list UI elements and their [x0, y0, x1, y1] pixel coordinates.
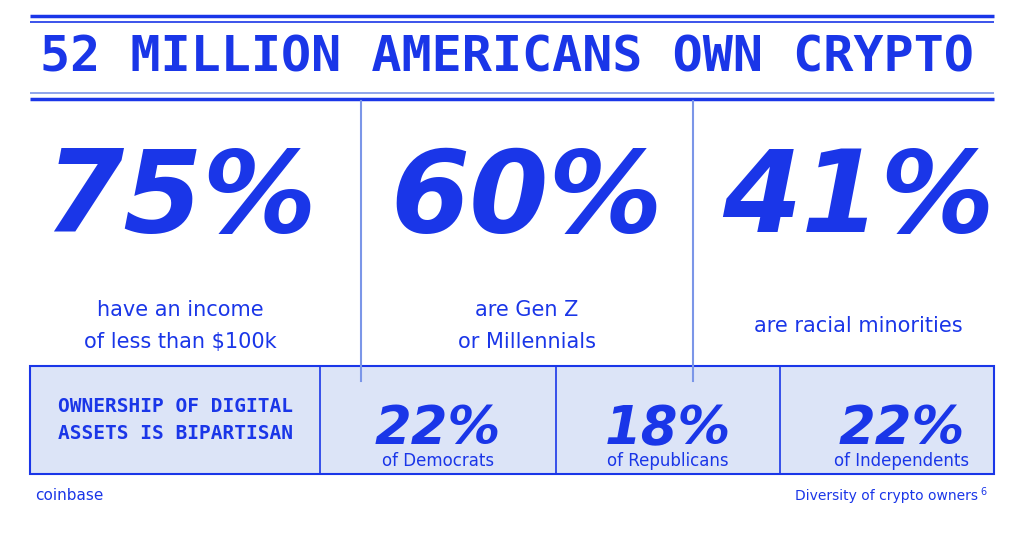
Text: of Republicans: of Republicans	[607, 452, 729, 470]
Text: 22%: 22%	[375, 403, 501, 455]
Text: of Democrats: of Democrats	[382, 452, 494, 470]
Text: OWNERSHIP OF DIGITAL
ASSETS IS BIPARTISAN: OWNERSHIP OF DIGITAL ASSETS IS BIPARTISA…	[57, 397, 293, 443]
Text: are Gen Z
or Millennials: are Gen Z or Millennials	[458, 300, 596, 352]
Text: are racial minorities: are racial minorities	[754, 316, 963, 336]
Text: 18%: 18%	[605, 403, 731, 455]
Text: Diversity of crypto owners: Diversity of crypto owners	[795, 489, 978, 503]
Text: have an income
of less than $100k: have an income of less than $100k	[84, 300, 276, 352]
Text: 6: 6	[980, 487, 986, 497]
Text: of Independents: of Independents	[835, 452, 970, 470]
Text: coinbase: coinbase	[35, 488, 103, 503]
Text: 41%: 41%	[722, 145, 994, 257]
FancyBboxPatch shape	[30, 366, 994, 474]
Text: 75%: 75%	[44, 145, 316, 257]
Text: 52 MILLION AMERICANS OWN CRYPTO: 52 MILLION AMERICANS OWN CRYPTO	[40, 34, 974, 82]
Text: 60%: 60%	[391, 145, 664, 257]
Text: 22%: 22%	[839, 403, 966, 455]
